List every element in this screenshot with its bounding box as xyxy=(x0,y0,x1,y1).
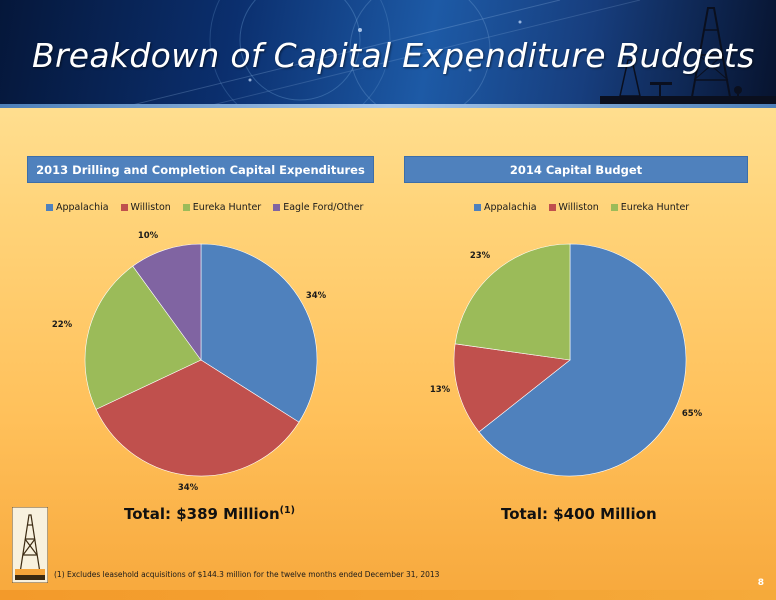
legend-swatch xyxy=(46,204,53,211)
oil-derrick-logo-icon xyxy=(12,507,48,583)
slice-data-label: 23% xyxy=(470,251,491,261)
pie-slice-williston xyxy=(453,343,571,433)
legend-item: Eureka Hunter xyxy=(610,202,690,213)
pie-slice-eagle-ford-other xyxy=(132,243,202,361)
slice-data-label: 22% xyxy=(52,320,73,330)
footnote-marker: (1) xyxy=(279,505,295,516)
title-banner: Breakdown of Capital Expenditure Budgets xyxy=(0,0,776,108)
chart-title-2014: 2014 Capital Budget xyxy=(404,156,748,183)
legend-item: Eagle Ford/Other xyxy=(273,202,363,213)
legend-item: Appalachia xyxy=(46,202,109,213)
banner-divider xyxy=(0,104,776,108)
legend-label: Appalachia xyxy=(484,202,537,213)
pie-slice-williston xyxy=(95,359,300,477)
total-2013-text: Total: $389 Million xyxy=(124,505,280,523)
legend-swatch xyxy=(273,204,281,211)
legend-swatch xyxy=(610,204,618,211)
slice-data-label: 34% xyxy=(306,291,327,301)
pie-slice-eureka-hunter xyxy=(84,265,202,410)
legend-2013: Appalachia Williston Eureka Hunter Eagle… xyxy=(46,202,363,213)
legend-item: Williston xyxy=(548,202,599,213)
slice-data-label: 34% xyxy=(178,483,199,493)
legend-swatch xyxy=(548,204,556,211)
legend-item: Eureka Hunter xyxy=(182,202,262,213)
pie-slice-eureka-hunter xyxy=(454,243,571,361)
legend-2014: Appalachia Williston Eureka Hunter xyxy=(474,202,689,213)
footnote: (1) Excludes leasehold acquisitions of $… xyxy=(54,570,440,579)
legend-label: Williston xyxy=(130,202,171,213)
legend-label: Appalachia xyxy=(56,202,109,213)
page-number: 8 xyxy=(757,578,764,588)
slice-data-label: 13% xyxy=(430,385,451,395)
total-2013: Total: $389 Million(1) xyxy=(124,505,295,523)
legend-label: Eureka Hunter xyxy=(620,202,690,213)
legend-swatch xyxy=(120,204,128,211)
chart-title-2013: 2013 Drilling and Completion Capital Exp… xyxy=(27,156,374,183)
legend-label: Williston xyxy=(558,202,599,213)
slice-data-label: 65% xyxy=(682,409,703,419)
page-title: Breakdown of Capital Expenditure Budgets xyxy=(32,36,755,75)
bottom-bar xyxy=(0,590,776,600)
legend-item: Williston xyxy=(120,202,171,213)
slice-data-label: 10% xyxy=(138,231,159,241)
total-2014: Total: $400 Million xyxy=(501,505,657,523)
legend-item: Appalachia xyxy=(474,202,537,213)
legend-label: Eureka Hunter xyxy=(192,202,262,213)
legend-swatch xyxy=(474,204,481,211)
pie-slice-appalachia xyxy=(478,243,687,477)
legend-swatch xyxy=(182,204,190,211)
legend-label: Eagle Ford/Other xyxy=(283,202,364,213)
pie-slice-appalachia xyxy=(200,243,318,423)
